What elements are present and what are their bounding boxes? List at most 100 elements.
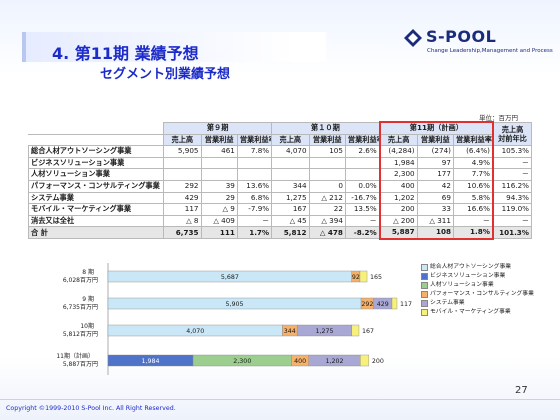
sub-header: 営業利益 (308, 133, 346, 147)
table-row: モバイル・マーケティング事業 117 △ 9 -7.9% 167 22 13.5% 200 33… (27, 203, 532, 216)
yoy-header-line1: 売上高 (501, 124, 524, 134)
table-cell: 5.8% (452, 191, 494, 205)
yoy-header: 売上高 対前年比 (492, 121, 532, 147)
table-cell: 101.3% (492, 226, 532, 240)
legend-swatch (421, 273, 428, 280)
table-cell (344, 156, 381, 170)
table-cell: (274) (416, 145, 454, 158)
table-cell (200, 156, 238, 170)
footer-divider (0, 399, 560, 400)
legend-label: 総合人材アウトソーシング事業 (430, 264, 512, 270)
bar-value-label: 400 (294, 358, 306, 365)
table-cell: 167 (271, 203, 310, 216)
category-total-label: 6,028百万円 (63, 277, 98, 284)
table-cell: 108 (416, 226, 454, 240)
bar-value-label: 5,905 (226, 301, 244, 308)
table-cell: 111 (200, 226, 238, 240)
logo-name: S-POOL (426, 27, 497, 46)
table-header-row-1: 第９期 第１０期 第11期（計画） 売上高 対前年比 (27, 120, 532, 147)
table-cell (163, 156, 202, 170)
table-cell: － (236, 214, 273, 228)
table-cell: (4,284) (378, 145, 418, 158)
yoy-header-line2: 対前年比 (498, 133, 527, 143)
sub-header: 営業利益 (416, 133, 454, 147)
legend-label: ビジネスソリューション事業 (430, 273, 506, 279)
sub-header: 営業利益率 (344, 133, 381, 147)
legend-item: システム事業 (421, 299, 534, 308)
table-cell (200, 168, 238, 181)
bar-value-label: 1,984 (141, 358, 159, 365)
bar-value-label: 92 (352, 274, 360, 281)
table-cell: 105.3% (492, 145, 532, 158)
table-cell (236, 168, 273, 181)
legend-label: パフォーマンス・コンサルティング事業 (430, 291, 534, 297)
table-cell: 69 (416, 191, 454, 205)
table-cell: 1,202 (378, 191, 418, 205)
category-label: 10期 (80, 322, 94, 330)
table-cell: 13.5% (344, 203, 381, 216)
table-cell: － (452, 214, 494, 228)
row-label: 人材ソリューション事業 (27, 168, 165, 181)
table-cell: 10.6% (452, 179, 494, 193)
table-cell: 29 (200, 191, 238, 205)
table-cell: △ 8 (163, 214, 202, 228)
table-cell: 5,887 (378, 226, 418, 240)
bar-value-label: 167 (362, 328, 374, 335)
table-cell: (6.4%) (452, 145, 494, 158)
table-row: 合 計 6,735 111 1.7% 5,812 △ 478 -8.2% 5,887 108 1.… (27, 226, 532, 240)
title-accent-bar (22, 32, 326, 62)
table-cell: 7.8% (236, 145, 273, 158)
category-label: 9 期 (82, 295, 94, 303)
bar-value-label: 200 (372, 358, 384, 365)
category-total-label: 5,887百万円 (63, 361, 98, 368)
table-cell: 1,275 (271, 191, 310, 205)
legend-swatch (421, 309, 428, 316)
period-header-11: 第11期（計画） (378, 120, 494, 135)
table-cell: 1.8% (452, 226, 494, 240)
sub-header: 営業利益率 (236, 133, 273, 147)
table-cell (163, 168, 202, 181)
table-cell: △ 9 (200, 203, 238, 216)
unit-label: 単位：百万円 (479, 114, 518, 122)
table-cell: 461 (200, 145, 238, 158)
table-cell: △ 45 (271, 214, 310, 228)
table-cell: 2,300 (378, 168, 418, 181)
bar-segment (359, 270, 368, 283)
table-cell (271, 156, 310, 170)
bar-segment (351, 324, 360, 337)
table-cell: 0.0% (344, 179, 381, 193)
table-cell: -7.9% (236, 203, 273, 216)
bar-value-label: 1,275 (315, 328, 333, 335)
table-corner (27, 121, 165, 135)
table-cell: 1,984 (378, 156, 418, 170)
sub-header: 売上高 (378, 133, 418, 147)
page-title: 4. 第11期 業績予想 (52, 44, 199, 63)
table-cell (236, 156, 273, 170)
legend-item: ビジネスソリューション事業 (421, 272, 534, 281)
bar-value-label: 292 (361, 301, 373, 308)
logo-tagline: Change Leadership,Management and Process (427, 48, 553, 54)
table-cell: 97 (416, 156, 454, 170)
table-row: 人材ソリューション事業 2,300 177 7.7% － (27, 168, 532, 181)
legend-swatch (421, 264, 428, 271)
table-cell: 0 (308, 179, 346, 193)
row-label: 総合人材アウトソーシング事業 (27, 145, 165, 158)
table-cell (271, 168, 310, 181)
table-cell: 116.2% (492, 179, 532, 193)
row-label: パフォーマンス・コンサルティング事業 (27, 179, 165, 193)
table-row: パフォーマンス・コンサルティング事業 292 39 13.6% 344 0 0.0% 400 4… (27, 179, 532, 193)
legend-item: 総合人材アウトソーシング事業 (421, 263, 534, 272)
legend-item: 人材ソリューション事業 (421, 281, 534, 290)
table-cell: △ 478 (308, 226, 346, 240)
table-row: ビジネスソリューション事業 1,984 97 4.9% － (27, 156, 532, 170)
table-cell: 42 (416, 179, 454, 193)
category-label: 8 期 (82, 268, 94, 276)
logo-mark-icon (404, 29, 422, 47)
table-cell: 119.0% (492, 203, 532, 216)
table-cell: － (492, 156, 532, 170)
table-cell: 5,905 (163, 145, 202, 158)
legend-item: モバイル・マーケティング事業 (421, 308, 534, 317)
bar-value-label: 5,687 (221, 274, 239, 281)
table-cell: △ 409 (200, 214, 238, 228)
row-label: ビジネスソリューション事業 (27, 156, 165, 170)
